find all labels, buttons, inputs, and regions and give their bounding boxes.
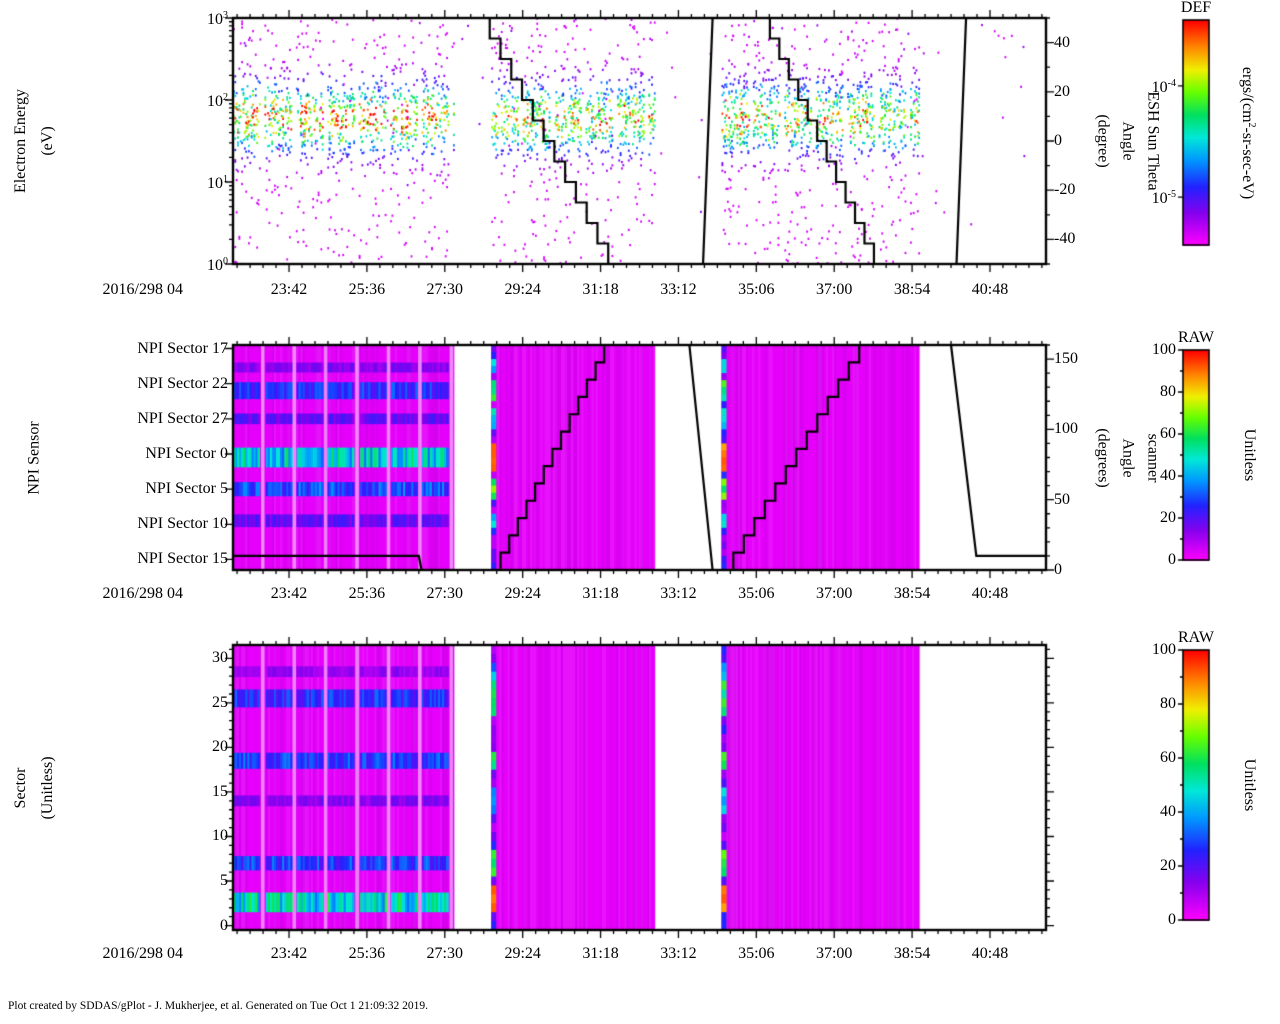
electron-energy-x-tick-label: 29:24: [504, 281, 541, 298]
sector-date-label: 2016/298 04: [102, 945, 183, 962]
npi-sensor-date-label: 2016/298 04: [102, 585, 183, 602]
npi-sensor-y-tick-label: NPI Sector 22: [137, 374, 228, 392]
npi-sensor-colorbar-tick-label: 100: [1152, 341, 1176, 358]
electron-energy-x-tick-label: 35:06: [738, 281, 775, 298]
npi-sensor-x-tick-label: 40:48: [971, 585, 1009, 602]
sector-x-tick-label: 35:06: [738, 945, 775, 962]
electron-energy-y-axis-title: Electron Energy (eV): [12, 88, 56, 194]
electron-energy-x-tick-label: 38:54: [893, 281, 931, 298]
npi-sensor-y-tick-label: NPI Sector 0: [145, 444, 228, 462]
electron-energy-y-tick-label: 102: [207, 91, 228, 111]
sector-colorbar-tick-label: 40: [1160, 803, 1176, 820]
electron-energy-right-tick-label: 20: [1054, 82, 1070, 100]
sector-y-axis-title: Sector (Unitless): [12, 755, 56, 820]
sector-x-tick-label: 33:12: [660, 945, 697, 962]
npi-sensor-right-tick-label: 50: [1054, 490, 1070, 508]
sector-y-tick-label: 25: [212, 693, 228, 711]
sector-colorbar-unit: Unitless: [1241, 758, 1258, 812]
electron-energy-x-tick-label: 37:00: [815, 281, 853, 298]
npi-sensor-y-axis-title: NPI Sensor: [25, 420, 43, 495]
npi-sensor-y-tick-label: NPI Sector 15: [137, 550, 228, 568]
electron-energy-y-tick-label: 103: [207, 9, 228, 29]
electron-energy-colorbar-tick-label: 10-5: [1151, 188, 1176, 208]
sector-x-tick-label: 23:42: [270, 945, 308, 962]
electron-energy-date-label: 2016/298 04: [102, 281, 183, 298]
npi-sensor-colorbar-tick-label: 60: [1160, 425, 1176, 442]
npi-sensor-right-tick-label: 150: [1054, 350, 1078, 368]
npi-sensor-x-tick-label: 37:00: [815, 585, 853, 602]
npi-sensor-right-axis-title: scanner Angle (degrees): [1094, 427, 1162, 488]
npi-sensor-right-tick-label: 100: [1054, 420, 1078, 438]
sector-y-tick-label: 30: [212, 649, 228, 667]
sector-colorbar-tick-label: 80: [1160, 695, 1176, 712]
npi-sensor-colorbar-tick-label: 40: [1160, 467, 1176, 484]
sector-colorbar-tick-label: 60: [1160, 749, 1176, 766]
electron-energy-colorbar-unit: ergs/(cm2-sr-sec-eV): [1238, 66, 1258, 199]
sector-colorbar-tick-label: 100: [1152, 641, 1176, 658]
sector-x-tick-label: 25:36: [348, 945, 386, 962]
electron-energy-x-tick-label: 27:30: [426, 281, 464, 298]
npi-sensor-y-tick-label: NPI Sector 27: [137, 409, 228, 427]
npi-sensor-x-tick-label: 38:54: [893, 585, 931, 602]
npi-sensor-colorbar-tick-label: 80: [1160, 383, 1176, 400]
sector-colorbar-tick-label: 0: [1168, 911, 1176, 928]
sector-y-tick-label: 0: [220, 916, 228, 934]
sector-colorbar-title: RAW: [1177, 629, 1215, 646]
electron-energy-y-tick-label: 100: [207, 255, 228, 275]
npi-sensor-colorbar-unit: Unitless: [1241, 428, 1258, 482]
npi-sensor-x-tick-label: 31:18: [582, 585, 619, 602]
sector-x-tick-label: 29:24: [504, 945, 541, 962]
npi-sensor-right-tick-label: 0: [1054, 561, 1062, 578]
npi-sensor-x-tick-label: 29:24: [504, 585, 541, 602]
electron-energy-right-tick-label: -20: [1054, 181, 1076, 199]
footer-credit: Plot created by SDDAS/gPlot - J. Mukherj…: [8, 1000, 429, 1012]
sector-x-tick-label: 37:00: [815, 945, 853, 962]
electron-energy-right-tick-label: -40: [1054, 230, 1076, 248]
sector-x-tick-label: 27:30: [426, 945, 464, 962]
electron-energy-x-tick-label: 25:36: [348, 281, 386, 298]
electron-energy-right-axis-title: ESH Sun Theta Angle (degree): [1094, 91, 1162, 191]
npi-sensor-y-tick-label: NPI Sector 5: [145, 480, 228, 498]
npi-sensor-colorbar-tick-label: 0: [1168, 551, 1176, 568]
electron-energy-colorbar-tick-label: 10-4: [1151, 77, 1176, 97]
sector-y-tick-label: 10: [212, 827, 228, 845]
npi-sensor-x-tick-label: 35:06: [738, 585, 775, 602]
electron-energy-y-tick-label: 101: [207, 173, 228, 193]
sector-x-tick-label: 31:18: [582, 945, 619, 962]
npi-sensor-x-tick-label: 27:30: [426, 585, 464, 602]
sector-x-tick-label: 40:48: [971, 945, 1009, 962]
npi-sensor-x-tick-label: 33:12: [660, 585, 697, 602]
electron-energy-right-tick-label: 0: [1054, 132, 1062, 149]
electron-energy-right-tick-label: 40: [1054, 33, 1070, 51]
sector-x-tick-label: 38:54: [893, 945, 931, 962]
npi-sensor-colorbar-tick-label: 20: [1160, 509, 1176, 526]
npi-sensor-colorbar-title: RAW: [1177, 329, 1215, 346]
npi-sensor-x-tick-label: 25:36: [348, 585, 386, 602]
electron-energy-x-tick-label: 40:48: [971, 281, 1009, 298]
electron-energy-x-tick-label: 33:12: [660, 281, 697, 298]
electron-energy-colorbar-title: DEF: [1180, 0, 1212, 16]
sector-colorbar-tick-label: 20: [1160, 857, 1176, 874]
sector-y-tick-label: 15: [212, 782, 228, 800]
npi-sensor-y-tick-label: NPI Sector 17: [137, 339, 228, 357]
electron-energy-x-tick-label: 31:18: [582, 281, 619, 298]
sector-y-tick-label: 5: [220, 872, 228, 890]
npi-sensor-y-tick-label: NPI Sector 10: [137, 515, 228, 533]
sector-y-tick-label: 20: [212, 738, 228, 756]
electron-energy-x-tick-label: 23:42: [270, 281, 308, 298]
npi-sensor-x-tick-label: 23:42: [270, 585, 308, 602]
